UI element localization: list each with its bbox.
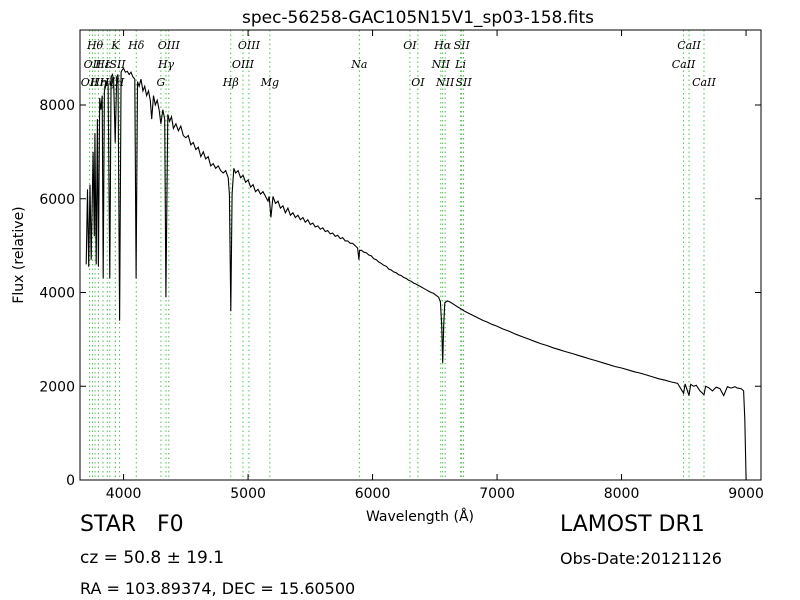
- x-tick-label-5000: 5000: [230, 486, 266, 502]
- line-label-8: ISII: [104, 58, 126, 71]
- x-tick-label-7000: 7000: [479, 486, 515, 502]
- line-label-20: OI: [411, 76, 425, 89]
- line-label-1: OII: [84, 58, 102, 71]
- line-label-11: G: [157, 76, 166, 89]
- x-tick-label-4000: 4000: [106, 486, 142, 502]
- line-label-24: Li: [454, 58, 466, 71]
- redshift-cz: cz = 50.8 ± 19.1: [80, 548, 225, 568]
- line-label-25: SII: [454, 39, 471, 52]
- line-label-12: Hγ: [157, 58, 175, 71]
- spectral-line-labels: OIIOIIHθHηHεHζHKISIIHHδGHγOIIIHβOIIIOIII…: [81, 39, 717, 89]
- line-label-0: OII: [81, 76, 99, 89]
- line-label-6: H: [104, 76, 115, 89]
- line-label-3: Hη: [89, 76, 107, 89]
- x-tick-label-9000: 9000: [728, 486, 764, 502]
- object-class: STAR F0: [80, 512, 184, 537]
- line-label-15: OIII: [232, 58, 255, 71]
- x-tick-label-8000: 8000: [604, 486, 640, 502]
- line-label-9: H: [114, 76, 125, 89]
- y-tick-label-8000: 8000: [39, 98, 75, 114]
- plot-frame: [79, 29, 762, 481]
- ra-dec-coordinates: RA = 103.89374, DEC = 15.60500: [80, 579, 356, 598]
- y-axis-label: Flux (relative): [11, 206, 27, 303]
- line-label-21: NII: [431, 58, 451, 71]
- line-label-27: CaII: [672, 58, 696, 71]
- line-label-22: Hα: [433, 39, 452, 52]
- line-label-28: CaII: [677, 39, 701, 52]
- line-label-16: OIII: [238, 39, 261, 52]
- line-label-2: Hθ: [86, 39, 104, 52]
- y-tick-label-6000: 6000: [39, 192, 75, 208]
- line-label-17: Mg: [260, 76, 279, 89]
- spectral-line-markers: [89, 30, 705, 480]
- line-label-4: Hε: [94, 58, 111, 71]
- chart-title: spec-56258-GAC105N15V1_sp03-158.fits: [242, 8, 594, 28]
- x-axis-label: Wavelength (Å): [366, 508, 474, 525]
- y-tick-label-0: 0: [66, 473, 75, 489]
- line-label-13: OIII: [158, 39, 181, 52]
- y-tick-label-2000: 2000: [39, 379, 75, 395]
- survey-name: LAMOST DR1: [560, 512, 705, 537]
- y-tick-label-4000: 4000: [39, 286, 75, 302]
- line-label-23: NII: [435, 76, 455, 89]
- line-label-18: Na: [350, 58, 367, 71]
- line-label-10: Hδ: [127, 39, 145, 52]
- line-label-14: Hβ: [222, 76, 239, 89]
- x-tick-label-6000: 6000: [355, 486, 391, 502]
- observation-date: Obs-Date:20121126: [560, 549, 722, 568]
- line-label-29: CaII: [692, 76, 716, 89]
- x-axis-ticks: 4000 5000 6000 7000 8000 9000: [106, 30, 764, 502]
- line-label-26: SII: [455, 76, 472, 89]
- line-label-19: OI: [403, 39, 417, 52]
- y-axis-ticks: 0 2000 4000 6000 8000: [39, 98, 761, 489]
- line-label-7: K: [110, 39, 120, 52]
- spectrum-line: [85, 67, 747, 481]
